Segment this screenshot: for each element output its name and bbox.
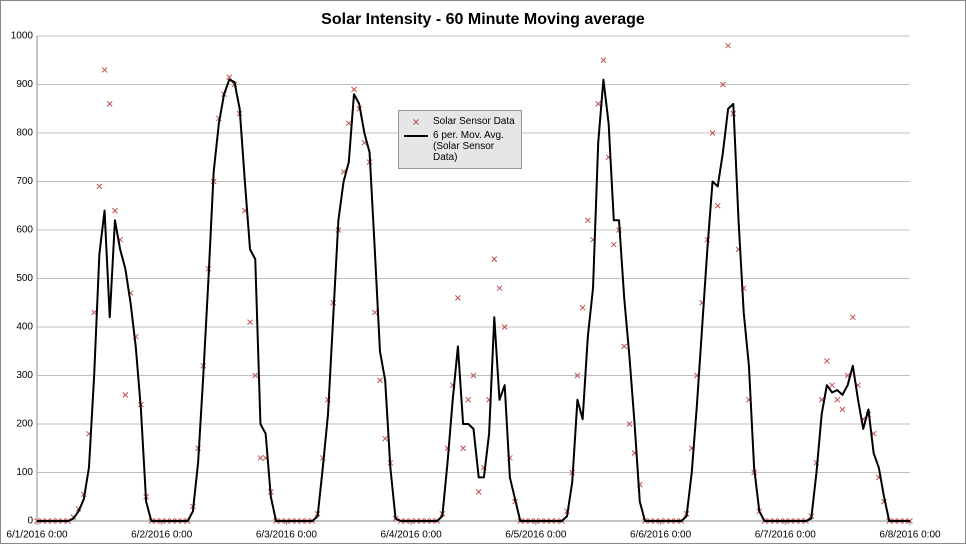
x-tick-label: 6/8/2016 0:00 xyxy=(879,530,941,541)
data-point xyxy=(579,304,586,311)
y-tick-label: 500 xyxy=(16,273,33,284)
data-point xyxy=(829,382,835,389)
data-point xyxy=(351,86,357,93)
data-point xyxy=(714,202,721,209)
data-point xyxy=(460,445,466,452)
data-point xyxy=(709,130,716,136)
legend-swatch xyxy=(404,135,428,137)
y-tick-label: 200 xyxy=(16,419,33,430)
x-tick-label: 6/2/2016 0:00 xyxy=(131,530,193,541)
data-point xyxy=(501,324,508,330)
data-point xyxy=(595,101,602,107)
data-point xyxy=(574,372,581,379)
data-point xyxy=(106,101,113,107)
data-point xyxy=(600,57,607,64)
y-tick-label: 400 xyxy=(16,322,33,333)
x-tick-label: 6/5/2016 0:00 xyxy=(505,530,567,541)
data-point xyxy=(584,217,591,224)
chart-title: Solar Intensity - 60 Minute Moving avera… xyxy=(321,11,645,28)
y-tick-label: 100 xyxy=(16,467,33,478)
y-tick-label: 1000 xyxy=(11,31,34,42)
legend-item: 6 per. Mov. Avg. (Solar Sensor Data) xyxy=(403,130,517,163)
y-tick-label: 700 xyxy=(16,176,33,187)
data-point xyxy=(96,183,103,190)
data-point xyxy=(824,358,830,364)
x-tick-label: 6/3/2016 0:00 xyxy=(256,530,318,541)
data-point xyxy=(371,309,378,316)
data-point xyxy=(720,81,726,88)
legend-label: 6 per. Mov. Avg. (Solar Sensor Data) xyxy=(433,130,504,163)
line-series xyxy=(37,78,910,522)
data-point xyxy=(475,489,482,495)
data-point xyxy=(849,314,856,321)
legend-swatch xyxy=(413,119,419,125)
x-tick-label: 6/1/2016 0:00 xyxy=(6,530,68,541)
y-tick-label: 0 xyxy=(27,516,33,527)
data-point xyxy=(465,396,472,403)
data-point xyxy=(455,295,461,301)
y-tick-label: 800 xyxy=(16,128,33,139)
y-tick-label: 900 xyxy=(16,79,33,90)
data-point xyxy=(491,256,498,262)
data-point xyxy=(112,207,118,214)
data-point xyxy=(626,421,633,427)
data-point xyxy=(101,67,108,73)
x-tick-label: 6/4/2016 0:00 xyxy=(381,530,443,541)
data-point xyxy=(226,74,233,81)
data-point xyxy=(621,343,628,350)
data-point xyxy=(377,377,383,384)
legend-label: Solar Sensor Data xyxy=(433,116,515,127)
data-point xyxy=(725,42,731,49)
x-tick-label: 6/6/2016 0:00 xyxy=(630,530,692,541)
legend: Solar Sensor Data 6 per. Mov. Avg. (Solar… xyxy=(398,110,522,169)
data-point xyxy=(345,120,352,127)
data-point xyxy=(470,372,477,379)
y-tick-label: 600 xyxy=(16,225,33,236)
data-point xyxy=(252,372,259,379)
x-tick-label: 6/7/2016 0:00 xyxy=(755,530,817,541)
legend-marker xyxy=(413,119,419,125)
data-point xyxy=(839,406,846,413)
data-point xyxy=(382,435,389,442)
data-point xyxy=(610,241,617,248)
data-point xyxy=(122,392,129,398)
legend-item: Solar Sensor Data xyxy=(403,116,517,128)
y-tick-label: 300 xyxy=(16,370,33,381)
data-point xyxy=(257,455,264,461)
data-point xyxy=(496,285,503,292)
data-point xyxy=(834,396,841,403)
data-point xyxy=(247,319,253,326)
